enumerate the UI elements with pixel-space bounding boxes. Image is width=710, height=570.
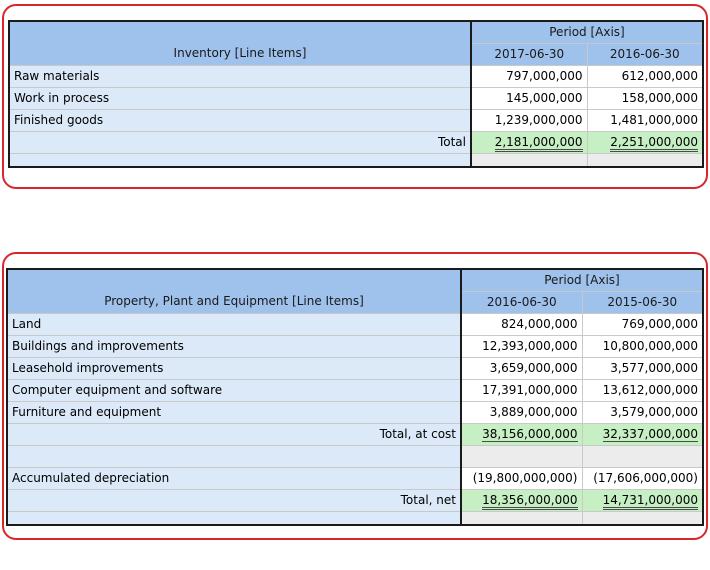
total-row: Total 2,181,000,000 2,251,000,000 (8, 130, 704, 154)
table-row: Accumulated depreciation (19,800,000,000… (6, 466, 704, 490)
table-row: Raw materials 797,000,000 612,000,000 (8, 64, 704, 88)
row-label: Buildings and improvements (6, 334, 462, 358)
cell-value: 3,889,000,000 (460, 400, 583, 424)
cell-value: 797,000,000 (470, 64, 588, 88)
cell-value: 13,612,000,000 (581, 378, 704, 402)
cell-value: (19,800,000,000) (460, 466, 583, 490)
table-row: Buildings and improvements 12,393,000,00… (6, 334, 704, 358)
table-row: Work in process 145,000,000 158,000,000 (8, 86, 704, 110)
row-label: Raw materials (8, 64, 472, 88)
row-label: Work in process (8, 86, 472, 110)
ppe-axis-header: Period [Axis] (460, 268, 704, 292)
table-row: Furniture and equipment 3,889,000,000 3,… (6, 400, 704, 424)
table-row: Finished goods 1,239,000,000 1,481,000,0… (8, 108, 704, 132)
total-value: 2,251,000,000 (586, 130, 704, 154)
ppe-table: Property, Plant and Equipment [Line Item… (6, 268, 704, 526)
total-label: Total (8, 130, 472, 154)
cell-value: 612,000,000 (586, 64, 704, 88)
inventory-period-header-row: 2017-06-30 2016-06-30 (9, 42, 704, 66)
cell-value: 145,000,000 (470, 86, 588, 110)
inventory-table: Inventory [Line Items] Period [Axis] 201… (8, 20, 704, 168)
table-row: Leasehold improvements 3,659,000,000 3,5… (6, 356, 704, 380)
cell-value: 769,000,000 (581, 312, 704, 336)
row-label: Finished goods (8, 108, 472, 132)
row-label: Furniture and equipment (6, 400, 462, 424)
cell-value: 158,000,000 (586, 86, 704, 110)
total-net-value: 14,731,000,000 (581, 488, 704, 512)
ppe-line-items-header: Property, Plant and Equipment [Line Item… (6, 268, 462, 314)
inventory-axis-header-row: Inventory [Line Items] Period [Axis] (8, 20, 704, 66)
row-label: Land (6, 312, 462, 336)
cell-value: 1,239,000,000 (470, 108, 588, 132)
inventory-period-header: 2016-06-30 (586, 42, 704, 66)
blank-row (8, 152, 704, 168)
row-label: Leasehold improvements (6, 356, 462, 380)
total-value: 2,181,000,000 (470, 130, 588, 154)
blank-row (6, 444, 704, 468)
cell-value: 3,577,000,000 (581, 356, 704, 380)
total-at-cost-label: Total, at cost (6, 422, 462, 446)
accumulated-depreciation-label: Accumulated depreciation (6, 466, 462, 490)
table-row: Land 824,000,000 769,000,000 (6, 312, 704, 336)
ppe-period-header: 2015-06-30 (581, 290, 704, 314)
blank-row (6, 510, 704, 526)
inventory-axis-header: Period [Axis] (470, 20, 704, 44)
cell-value: 3,659,000,000 (460, 356, 583, 380)
cell-value: 1,481,000,000 (586, 108, 704, 132)
cell-value: (17,606,000,000) (581, 466, 704, 490)
total-net-label: Total, net (6, 488, 462, 512)
total-net-row: Total, net 18,356,000,000 14,731,000,000 (6, 488, 704, 512)
cell-value: 10,800,000,000 (581, 334, 704, 358)
ppe-period-header: 2016-06-30 (460, 290, 583, 314)
total-at-cost-value: 32,337,000,000 (581, 422, 704, 446)
total-at-cost-value: 38,156,000,000 (460, 422, 583, 446)
cell-value: 3,579,000,000 (581, 400, 704, 424)
row-label: Computer equipment and software (6, 378, 462, 402)
total-net-value: 18,356,000,000 (460, 488, 583, 512)
inventory-line-items-header: Inventory [Line Items] (8, 20, 472, 66)
table-row: Computer equipment and software 17,391,0… (6, 378, 704, 402)
cell-value: 12,393,000,000 (460, 334, 583, 358)
ppe-axis-header-row: Property, Plant and Equipment [Line Item… (6, 268, 704, 314)
inventory-period-header: 2017-06-30 (470, 42, 588, 66)
cell-value: 17,391,000,000 (460, 378, 583, 402)
cell-value: 824,000,000 (460, 312, 583, 336)
total-at-cost-row: Total, at cost 38,156,000,000 32,337,000… (6, 422, 704, 446)
